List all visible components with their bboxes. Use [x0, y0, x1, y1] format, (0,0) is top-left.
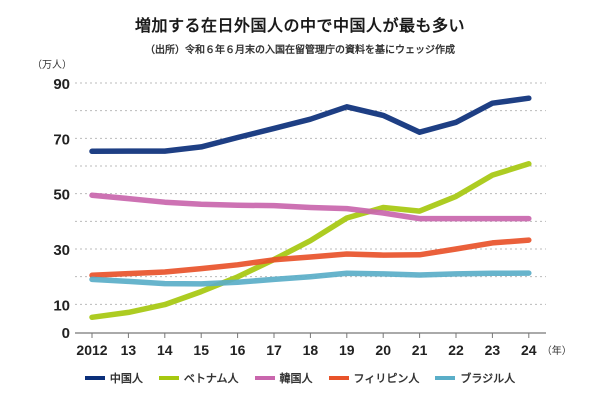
x-tick-label: 15	[193, 342, 209, 358]
series-line	[89, 192, 532, 222]
legend-swatch	[254, 376, 275, 380]
y-tick-label: 50	[53, 187, 70, 204]
x-tick-label: 18	[303, 342, 319, 358]
x-tick-label: 22	[448, 342, 464, 358]
y-tick-label: 30	[53, 242, 70, 259]
y-tick-label: 10	[53, 297, 70, 314]
legend-label: ブラジル人	[460, 372, 516, 385]
legend-label: フィリピン人	[353, 372, 420, 385]
series-line	[89, 95, 532, 155]
chart-title: 増加する在日外国人の中で中国人が最も多い	[134, 16, 465, 35]
legend-label: 韓国人	[279, 372, 313, 385]
legend-swatch	[435, 376, 456, 380]
x-tick-label: 13	[121, 342, 137, 358]
series-line	[89, 237, 532, 279]
x-tick-label: 20	[375, 342, 391, 358]
legend-swatch	[158, 376, 179, 380]
legend-swatch	[84, 376, 105, 380]
legend-item: 韓国人	[254, 370, 313, 386]
x-axis: 2012 13 14 15 16 17 18 19 20 21 22 23 24 （年）	[75, 332, 572, 358]
series-line	[89, 161, 532, 321]
y-axis-ticks: 0 10 30 50 70 90	[53, 76, 70, 342]
y-tick-label: 0	[62, 325, 70, 342]
y-tick-label: 90	[53, 76, 70, 93]
x-tick-label: 16	[230, 342, 246, 358]
x-tick-label: 14	[157, 342, 173, 358]
series-line	[89, 270, 532, 287]
legend-item: ベトナム人	[158, 370, 239, 386]
legend-label: ベトナム人	[183, 372, 239, 385]
legend-item: 中国人	[84, 370, 143, 386]
legend-label: 中国人	[109, 372, 143, 385]
x-tick-label: 24	[521, 342, 537, 358]
y-axis-unit-label: （万人）	[32, 60, 72, 71]
legend-item: フィリピン人	[328, 370, 420, 386]
chart-source-note: （出所）令和６年６月末の入国在留管理庁の資料を基にウェッジ作成	[145, 45, 455, 56]
legend: 中国人 ベトナム人 韓国人 フィリピン人 ブラジル人	[0, 370, 600, 386]
x-tick-label: 21	[412, 342, 428, 358]
legend-item: ブラジル人	[435, 370, 515, 386]
x-tick-label: 17	[266, 342, 282, 358]
legend-swatch	[328, 376, 349, 380]
x-tick-label: 23	[485, 342, 501, 358]
x-tick-label: 2012	[76, 342, 107, 358]
y-tick-label: 70	[53, 131, 70, 148]
series-lines	[89, 95, 532, 321]
x-tick-label: 19	[339, 342, 355, 358]
x-axis-unit-label: （年）	[542, 344, 572, 357]
